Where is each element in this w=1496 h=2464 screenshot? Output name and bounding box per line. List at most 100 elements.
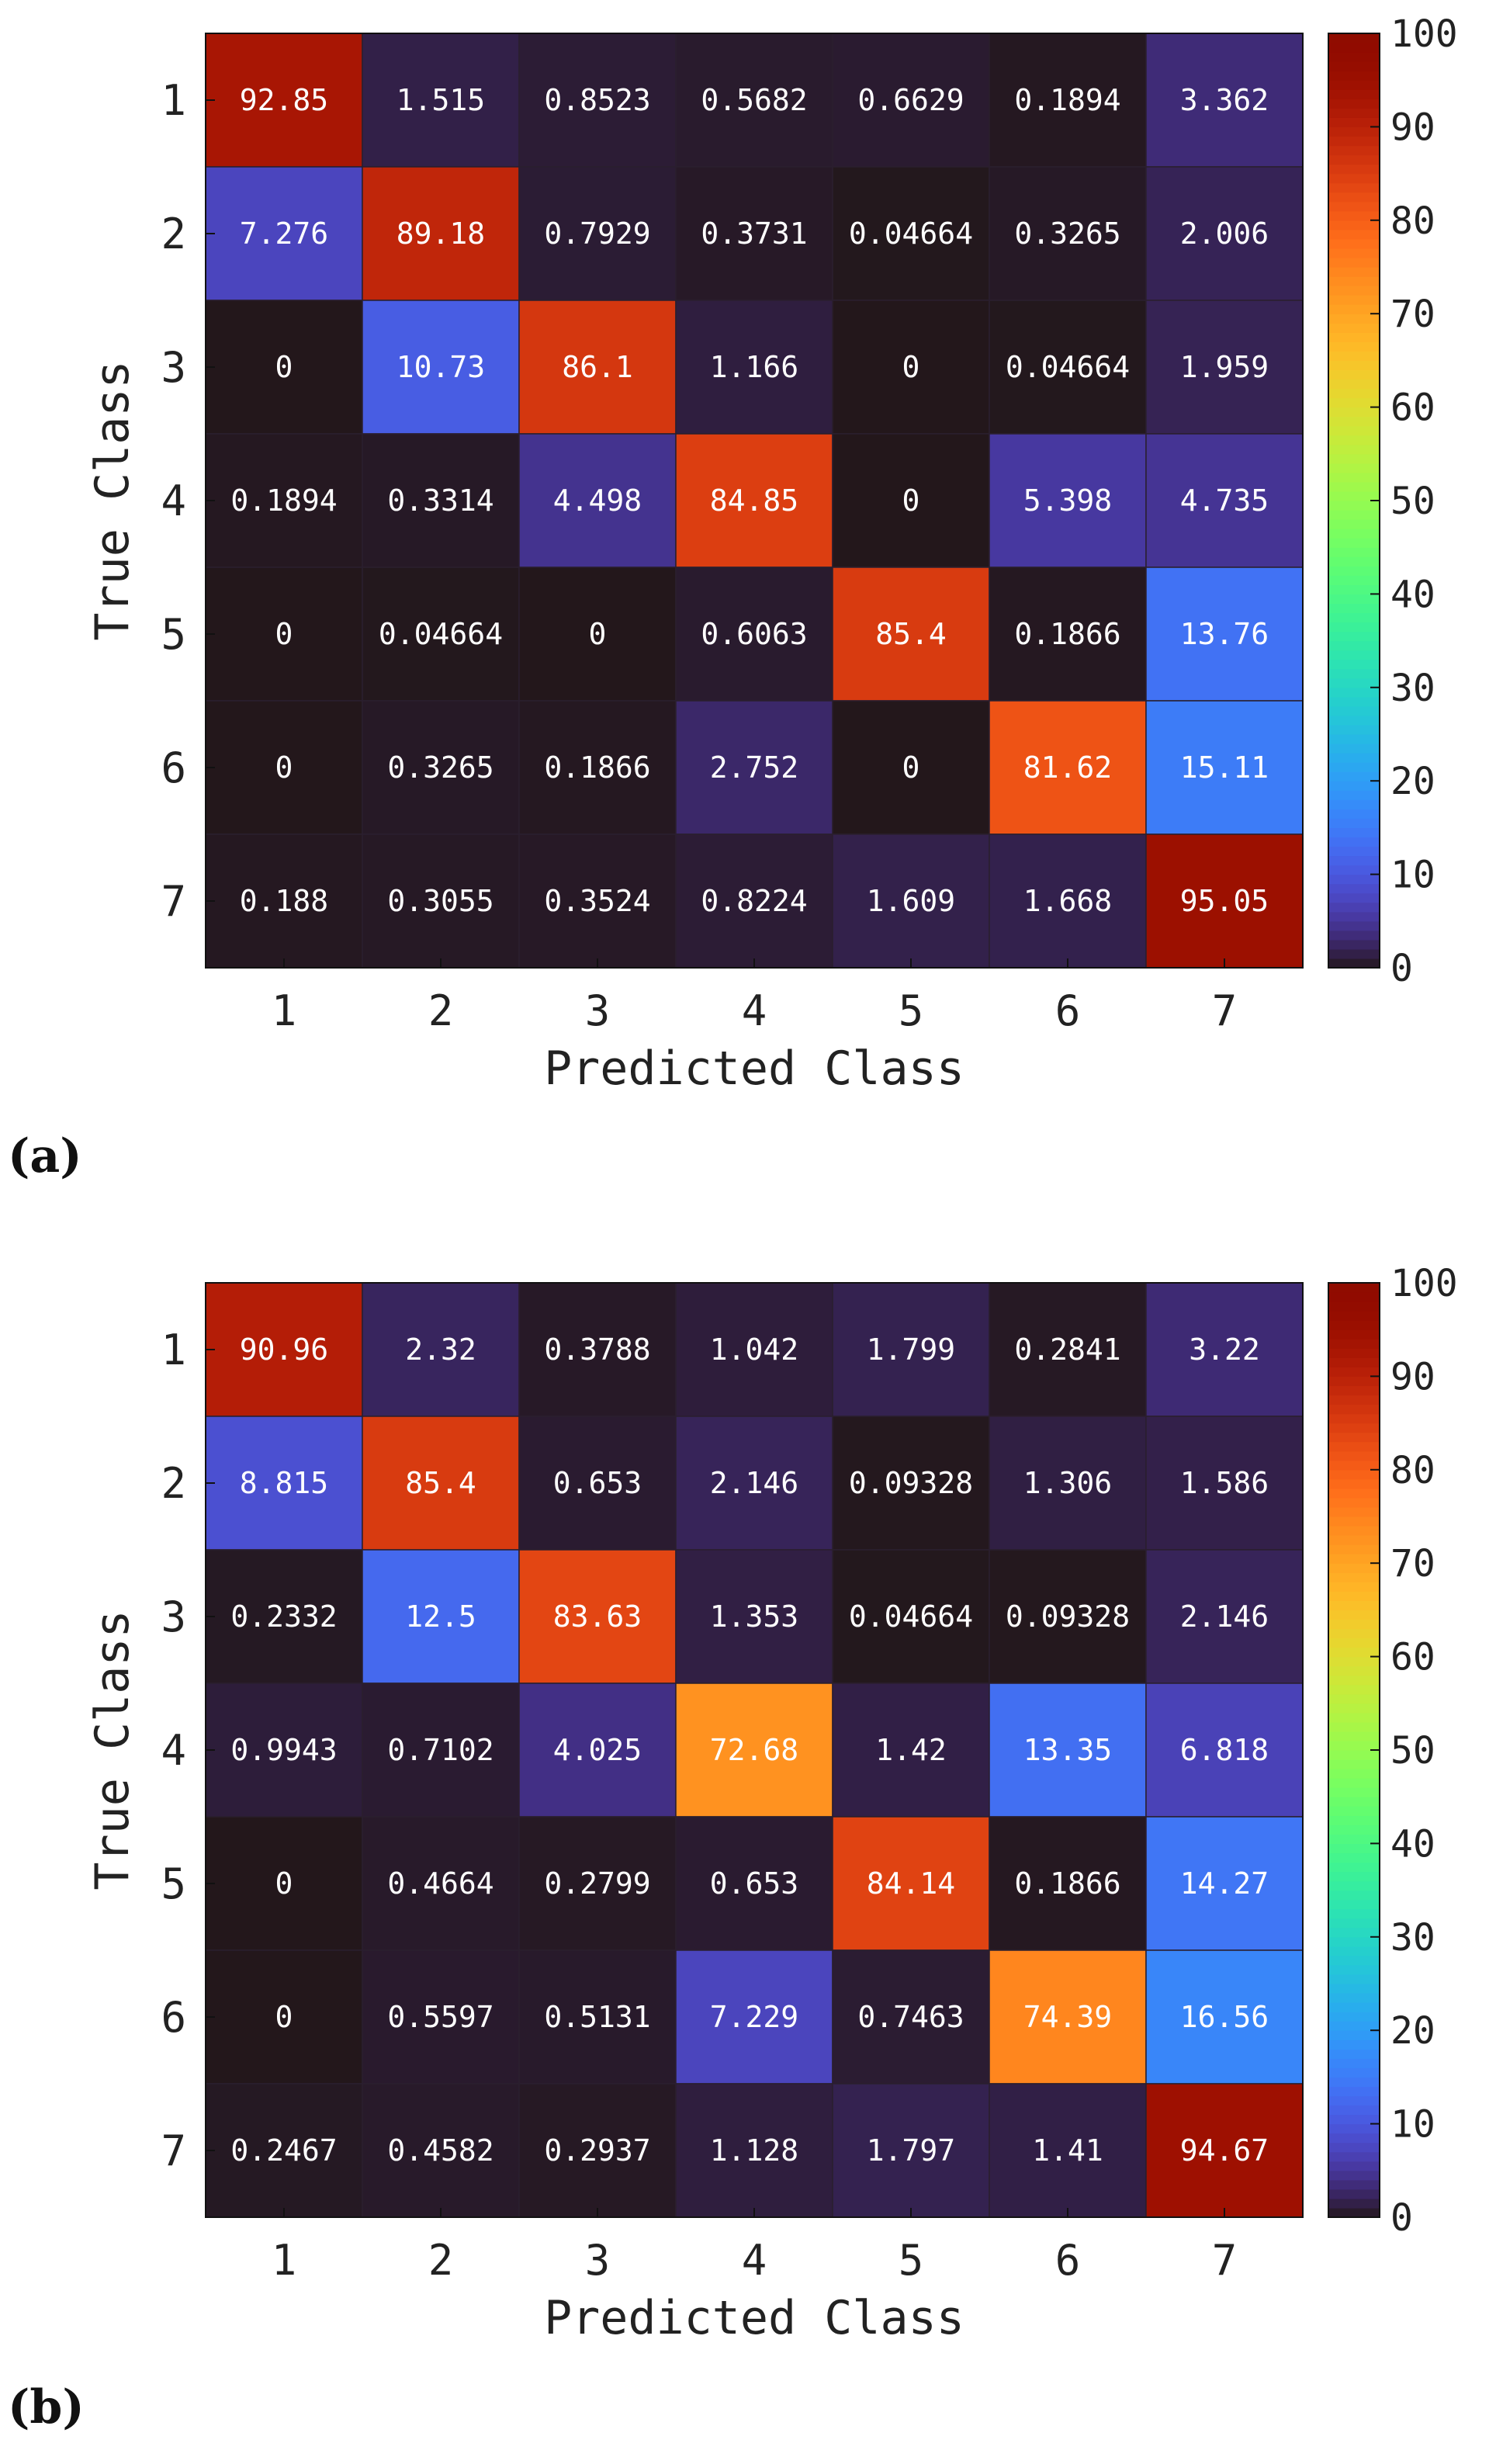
heatmap-cell [989,833,1147,969]
colorbar-segment [1328,1329,1380,1339]
cell-value-label: 13.76 [1180,617,1269,651]
colorbar-tick-label: 10 [1390,854,1435,897]
heatmap-cell [1145,700,1304,835]
cell-value-label: 72.68 [710,1733,798,1767]
heatmap-cell [362,433,520,568]
y-tick-label: 5 [161,610,186,659]
colorbar-segment [1328,939,1380,950]
cell-value-label: 0 [902,483,920,518]
colorbar-segment [1328,640,1380,651]
cell-value-label: 0.3731 [701,217,807,251]
cell-value-label: 0.8523 [544,83,650,117]
colorbar-segment [1328,2095,1380,2106]
cell-value-label: 0.3055 [387,884,493,918]
colorbar-segment [1328,1516,1380,1527]
heatmap-cell [205,1816,363,1951]
cell-value-label: 0.9943 [230,1733,337,1767]
heatmap-cell [1145,300,1304,435]
cell-value-label: 2.006 [1180,217,1269,251]
colorbar-segment [1328,1871,1380,1882]
colorbar-segment [1328,154,1380,165]
axis-ticks: 1 2 3 4 5 6 7 1 2 3 4 5 6 7 [161,76,1237,1035]
colorbar-segment [1328,248,1380,258]
colorbar-segment [1328,2105,1380,2116]
colorbar-segment [1328,80,1380,90]
colorbar-segment [1328,2077,1380,2088]
colorbar-segment [1328,1759,1380,1769]
colorbar-segment [1328,622,1380,632]
cell-value-label: 1.042 [710,1333,798,1367]
colorbar-segment [1328,229,1380,240]
heatmap-cell [1145,2083,1304,2218]
heatmap-cell [518,1683,677,1818]
colorbar-segment [1328,1936,1380,1947]
cell-value-label: 6.818 [1180,1733,1269,1767]
heatmap-cell [1145,833,1304,969]
cell-value-label: 0 [589,617,607,651]
colorbar-segment [1328,71,1380,81]
colorbar-segment [1328,1637,1380,1648]
colorbar-segment [1328,341,1380,352]
y-tick-label: 5 [161,1859,186,1908]
heatmap-cell [989,1549,1147,1684]
x-tick-label: 3 [585,986,611,1035]
colorbar-segment [1328,1964,1380,1975]
cell-value-label: 0.09328 [1006,1599,1130,1634]
heatmap-cell [205,33,363,168]
x-tick-label: 2 [428,986,454,1035]
cell-value-label: 0.653 [710,1866,798,1901]
cell-value-label: 0.188 [240,884,328,918]
heatmap-cell [832,700,990,835]
heatmap-cell [362,300,520,435]
colorbar-tick-label: 80 [1390,199,1435,243]
colorbar-segment [1328,286,1380,296]
cell-value-label: 95.05 [1180,884,1269,918]
colorbar-segment [1328,2002,1380,2012]
cell-value-label: 1.166 [710,350,798,384]
colorbar-segment [1328,650,1380,660]
x-tick-label: 3 [585,2236,611,2285]
heatmap-cell [205,1683,363,1818]
colorbar-segment [1328,743,1380,754]
colorbar-segment [1328,753,1380,763]
cell-value-label: 74.39 [1023,2000,1112,2034]
cell-value-label: 7.229 [710,2000,798,2034]
heatmap-cell [832,300,990,435]
cell-value-label: 4.025 [553,1733,642,1767]
heatmap-cell [832,166,990,301]
colorbar-tick-label: 50 [1390,480,1435,523]
colorbar-tick-label: 100 [1390,1262,1458,1305]
x-tick-label: 7 [1212,2236,1238,2285]
colorbar-segment [1328,2170,1380,2181]
cell-value-label: 1.41 [1032,2133,1103,2168]
cell-value-label: 0 [902,350,920,384]
heatmap-cell [518,1949,677,2085]
cell-value-label: 1.609 [867,884,955,918]
colorbar-segment [1328,1311,1380,1321]
cell-value-label: 0.1866 [544,750,650,785]
colorbar-segment [1328,790,1380,800]
cell-value-label: 84.14 [867,1866,955,1901]
colorbar-segment [1328,117,1380,127]
colorbar-segment [1328,1544,1380,1554]
colorbar-segment [1328,1357,1380,1367]
colorbar-tick-label: 50 [1390,1729,1435,1773]
colorbar-segment [1328,556,1380,567]
colorbar-segment [1328,2123,1380,2134]
colorbar-segment [1328,1591,1380,1601]
colorbar-segment [1328,379,1380,390]
heatmap-cell [362,1683,520,1818]
colorbar-segment [1328,837,1380,847]
heatmap-cell [362,1949,520,2085]
colorbar-segment [1328,874,1380,885]
y-tick-label: 4 [161,477,186,525]
colorbar-segment [1328,1890,1380,1901]
cell-value-label: 0.4582 [387,2133,493,2168]
colorbar-segment [1328,444,1380,455]
colorbar-tick-label: 40 [1390,573,1435,616]
colorbar-segment [1328,1974,1380,1984]
colorbar: 0 10 20 30 40 50 60 70 80 90 100 [1328,12,1458,990]
colorbar-segment [1328,724,1380,735]
colorbar-segment [1328,1619,1380,1630]
y-tick-label: 6 [161,1993,186,2042]
